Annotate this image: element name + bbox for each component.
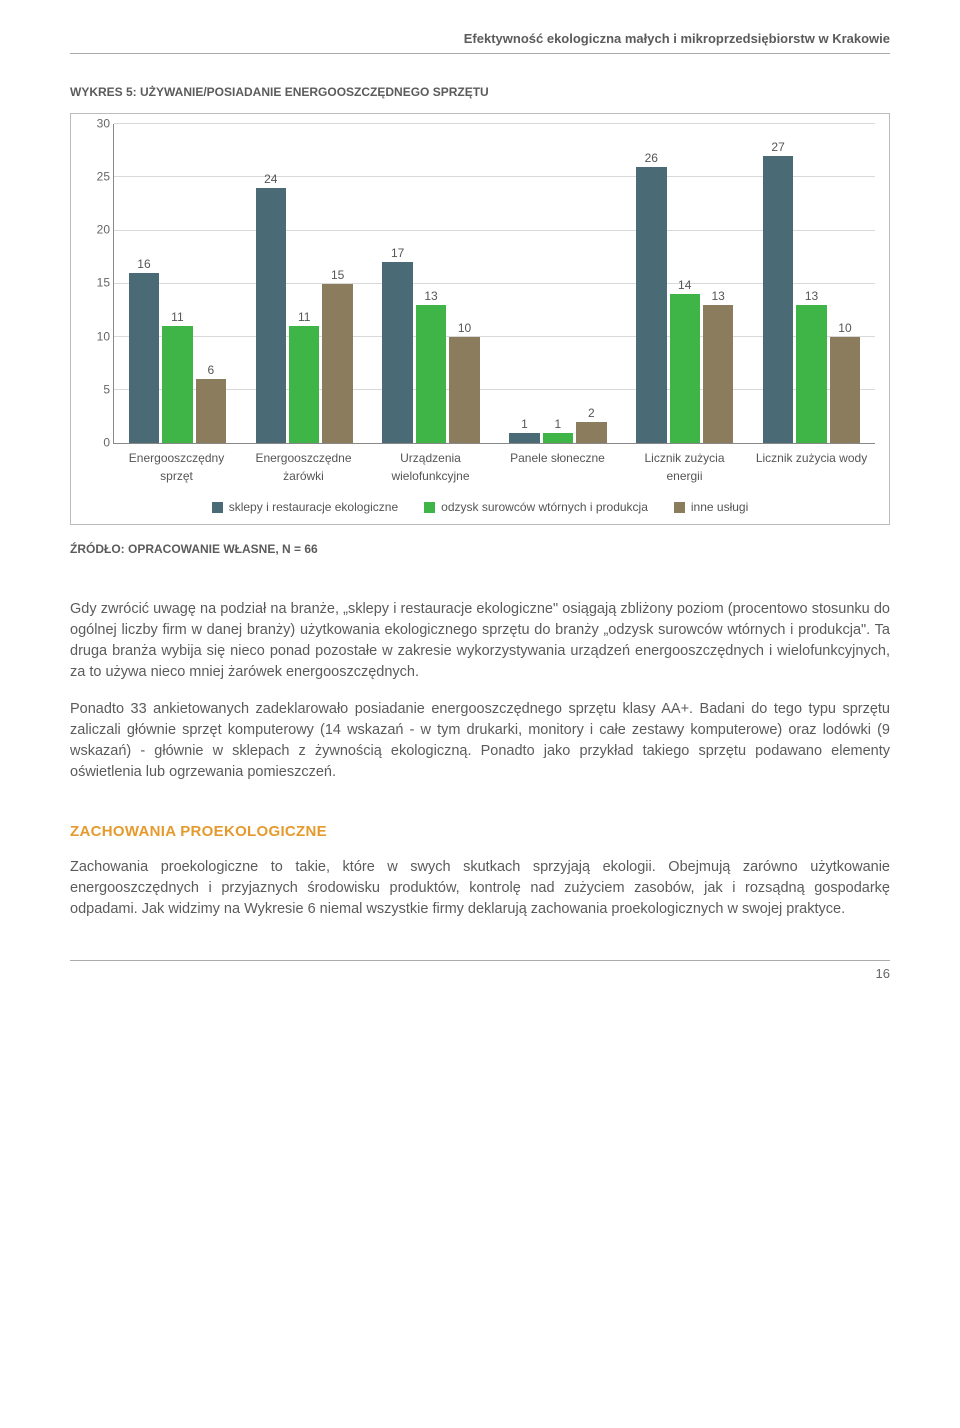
bar: 13 (703, 305, 733, 443)
bar-value-label: 16 (137, 256, 150, 273)
x-axis-label: Licznik zużycia energii (621, 450, 748, 485)
bar-value-label: 11 (298, 309, 310, 326)
bar: 13 (416, 305, 446, 443)
y-axis-label: 15 (88, 275, 110, 292)
bar: 11 (162, 326, 192, 443)
bar: 14 (670, 294, 700, 443)
bar-group: 271310 (748, 124, 875, 443)
bar-group: 261413 (621, 124, 748, 443)
bar-value-label: 26 (645, 150, 658, 167)
bar-group: 112 (494, 124, 621, 443)
legend-swatch (424, 502, 435, 513)
section-paragraph: Zachowania proekologiczne to takie, któr… (70, 857, 890, 920)
page-number: 16 (70, 960, 890, 984)
bar-group: 171310 (368, 124, 495, 443)
bar: 27 (763, 156, 793, 443)
bar-value-label: 27 (771, 139, 784, 156)
x-axis-label: Panele słoneczne (494, 450, 621, 485)
bar: 10 (449, 337, 479, 443)
bar-value-label: 15 (331, 267, 344, 284)
y-axis-label: 0 (88, 435, 110, 452)
bar-group: 241115 (241, 124, 368, 443)
chart-source: ŹRÓDŁO: OPRACOWANIE WŁASNE, N = 66 (70, 541, 890, 558)
x-axis-label: Energooszczędny sprzęt (113, 450, 240, 485)
bar: 11 (289, 326, 319, 443)
legend-label: sklepy i restauracje ekologiczne (229, 499, 398, 516)
x-axis-label: Urządzenia wielofunkcyjne (367, 450, 494, 485)
bar-value-label: 6 (208, 362, 215, 379)
bar: 13 (796, 305, 826, 443)
legend-item: sklepy i restauracje ekologiczne (212, 499, 398, 516)
bar: 2 (576, 422, 606, 443)
bar-value-label: 14 (678, 277, 691, 294)
bar-value-label: 10 (838, 320, 851, 337)
y-axis-label: 30 (88, 116, 110, 133)
legend-swatch (212, 502, 223, 513)
bar: 26 (636, 167, 666, 443)
legend-swatch (674, 502, 685, 513)
bar-value-label: 13 (711, 288, 724, 305)
bar: 24 (256, 188, 286, 443)
legend-label: odzysk surowców wtórnych i produkcja (441, 499, 648, 516)
x-axis-label: Energooszczędne żarówki (240, 450, 367, 485)
y-axis-label: 5 (88, 381, 110, 398)
bar-value-label: 17 (391, 245, 404, 262)
bar: 16 (129, 273, 159, 443)
bar: 17 (382, 262, 412, 443)
bar-value-label: 11 (171, 309, 183, 326)
chart-container: 0510152025301611624111517131011226141327… (70, 113, 890, 525)
legend-item: odzysk surowców wtórnych i produkcja (424, 499, 648, 516)
body-paragraph-2: Ponadto 33 ankietowanych zadeklarowało p… (70, 699, 890, 783)
bar: 1 (543, 433, 573, 444)
bar: 6 (196, 379, 226, 443)
chart-plot: 0510152025301611624111517131011226141327… (85, 124, 875, 516)
y-axis-label: 20 (88, 222, 110, 239)
bar-value-label: 1 (521, 416, 528, 433)
section-heading: ZACHOWANIA PROEKOLOGICZNE (70, 821, 890, 843)
body-paragraph-1: Gdy zwrócić uwagę na podział na branże, … (70, 599, 890, 683)
bar-value-label: 1 (555, 416, 562, 433)
bar-value-label: 13 (805, 288, 818, 305)
chart-title: WYKRES 5: UŻYWANIE/POSIADANIE ENERGOOSZC… (70, 84, 890, 101)
bar: 10 (830, 337, 860, 443)
bar-value-label: 10 (458, 320, 471, 337)
legend-item: inne usługi (674, 499, 748, 516)
y-axis-label: 25 (88, 169, 110, 186)
bar-value-label: 2 (588, 405, 595, 422)
x-axis-label: Licznik zużycia wody (748, 450, 875, 485)
page-header: Efektywność ekologiczna małych i mikropr… (70, 30, 890, 54)
bar-value-label: 24 (264, 171, 277, 188)
y-axis-label: 10 (88, 328, 110, 345)
legend-label: inne usługi (691, 499, 748, 516)
bar-value-label: 13 (424, 288, 437, 305)
bar: 1 (509, 433, 539, 444)
bar-group: 16116 (114, 124, 241, 443)
bar: 15 (322, 284, 352, 444)
